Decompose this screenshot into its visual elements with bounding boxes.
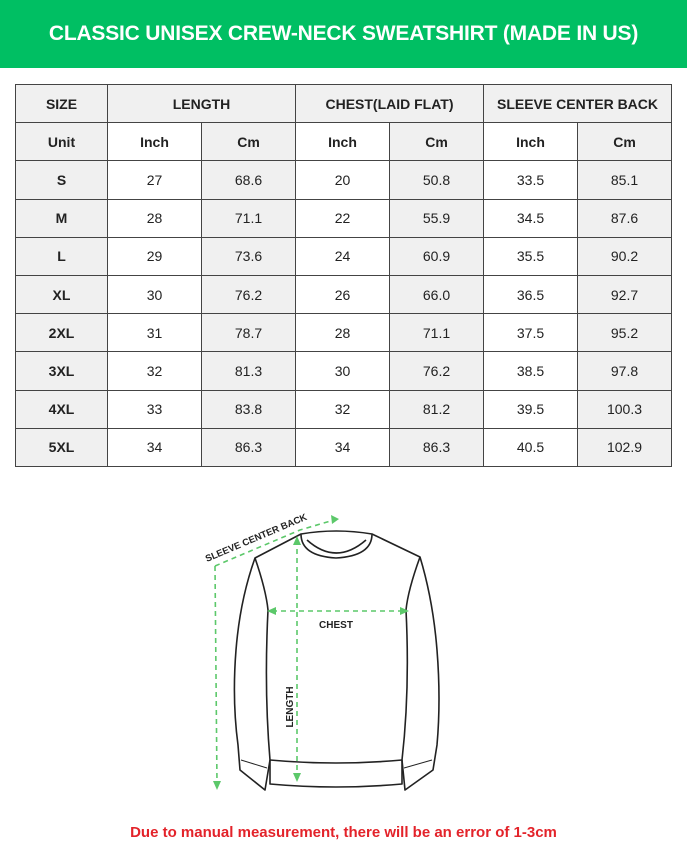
value-cell: 39.5: [483, 389, 578, 429]
value-cell: 35.5: [483, 236, 578, 276]
unit-cell: Inch: [483, 122, 578, 162]
value-cell: 34.5: [483, 198, 578, 238]
value-cell: 55.9: [389, 198, 484, 238]
table-row: 5XL 34 86.3 34 86.3 40.5 102.9: [15, 427, 672, 467]
unit-cell: Cm: [201, 122, 296, 162]
unit-cell: Inch: [107, 122, 202, 162]
value-cell: 87.6: [577, 198, 672, 238]
value-cell: 83.8: [201, 389, 296, 429]
table-row: XL 30 76.2 26 66.0 36.5 92.7: [15, 274, 672, 315]
value-cell: 22: [295, 198, 390, 238]
value-cell: 28: [295, 313, 390, 353]
value-cell: 71.1: [201, 198, 296, 238]
unit-cell: Cm: [577, 122, 672, 162]
size-cell: S: [15, 160, 108, 200]
header-cell: SIZE: [15, 83, 108, 124]
sleeve-vertical-arrow: [214, 565, 218, 785]
value-cell: 33: [107, 389, 202, 429]
value-cell: 38.5: [483, 351, 578, 391]
size-chart-table: SIZE LENGTH CHEST(LAID FLAT) SLEEVE CENTER …: [15, 83, 672, 467]
header-cell: SLEEVE CENTER BACK: [483, 83, 672, 124]
value-cell: 86.3: [389, 427, 484, 467]
value-cell: 50.8: [389, 160, 484, 200]
sleeve-arrow: [214, 519, 335, 567]
value-cell: 66.0: [389, 274, 484, 315]
chest-label: CHEST: [319, 620, 353, 631]
table-row: M 28 71.1 22 55.9 34.5 87.6: [15, 198, 672, 238]
title-banner: CLASSIC UNISEX CREW-NECK SWEATSHIRT (MAD…: [0, 0, 687, 68]
value-cell: 33.5: [483, 160, 578, 200]
unit-row: Unit Inch Cm Inch Cm Inch Cm: [15, 122, 672, 162]
value-cell: 90.2: [577, 236, 672, 276]
arrow-heads: [213, 515, 409, 790]
value-cell: 40.5: [483, 427, 578, 467]
value-cell: 28: [107, 198, 202, 238]
value-cell: 95.2: [577, 313, 672, 353]
sweatshirt-outline: [233, 530, 440, 791]
table-row: S 27 68.6 20 50.8 33.5 85.1: [15, 160, 672, 200]
value-cell: 85.1: [577, 160, 672, 200]
page-title: CLASSIC UNISEX CREW-NECK SWEATSHIRT (MAD…: [48, 22, 639, 45]
size-cell: L: [15, 236, 108, 276]
value-cell: 32: [107, 351, 202, 391]
value-cell: 81.2: [389, 389, 484, 429]
value-cell: 20: [295, 160, 390, 200]
table-row: L 29 73.6 24 60.9 35.5 90.2: [15, 236, 672, 276]
value-cell: 102.9: [577, 427, 672, 467]
size-cell: M: [15, 198, 108, 238]
unit-cell: Cm: [389, 122, 484, 162]
value-cell: 30: [107, 274, 202, 315]
value-cell: 97.8: [577, 351, 672, 391]
value-cell: 76.2: [201, 274, 296, 315]
value-cell: 73.6: [201, 236, 296, 276]
header-row: SIZE LENGTH CHEST(LAID FLAT) SLEEVE CENTER …: [15, 83, 672, 124]
table-row: 4XL 33 83.8 32 81.2 39.5 100.3: [15, 389, 672, 429]
measurement-arrows: [214, 519, 404, 785]
table-row: 3XL 32 81.3 30 76.2 38.5 97.8: [15, 351, 672, 391]
length-label: LENGTH: [285, 686, 296, 727]
value-cell: 34: [107, 427, 202, 467]
size-cell: 3XL: [15, 351, 108, 391]
value-cell: 71.1: [389, 313, 484, 353]
value-cell: 37.5: [483, 313, 578, 353]
value-cell: 100.3: [577, 389, 672, 429]
value-cell: 92.7: [577, 274, 672, 315]
unit-cell: Inch: [295, 122, 390, 162]
value-cell: 36.5: [483, 274, 578, 315]
size-cell: 5XL: [15, 427, 108, 467]
measurement-note: Due to manual measurement, there will be…: [130, 824, 557, 841]
unit-cell: Unit: [15, 122, 108, 162]
size-cell: 4XL: [15, 389, 108, 429]
value-cell: 68.6: [201, 160, 296, 200]
value-cell: 86.3: [201, 427, 296, 467]
value-cell: 30: [295, 351, 390, 391]
value-cell: 29: [107, 236, 202, 276]
header-cell: CHEST(LAID FLAT): [295, 83, 484, 124]
